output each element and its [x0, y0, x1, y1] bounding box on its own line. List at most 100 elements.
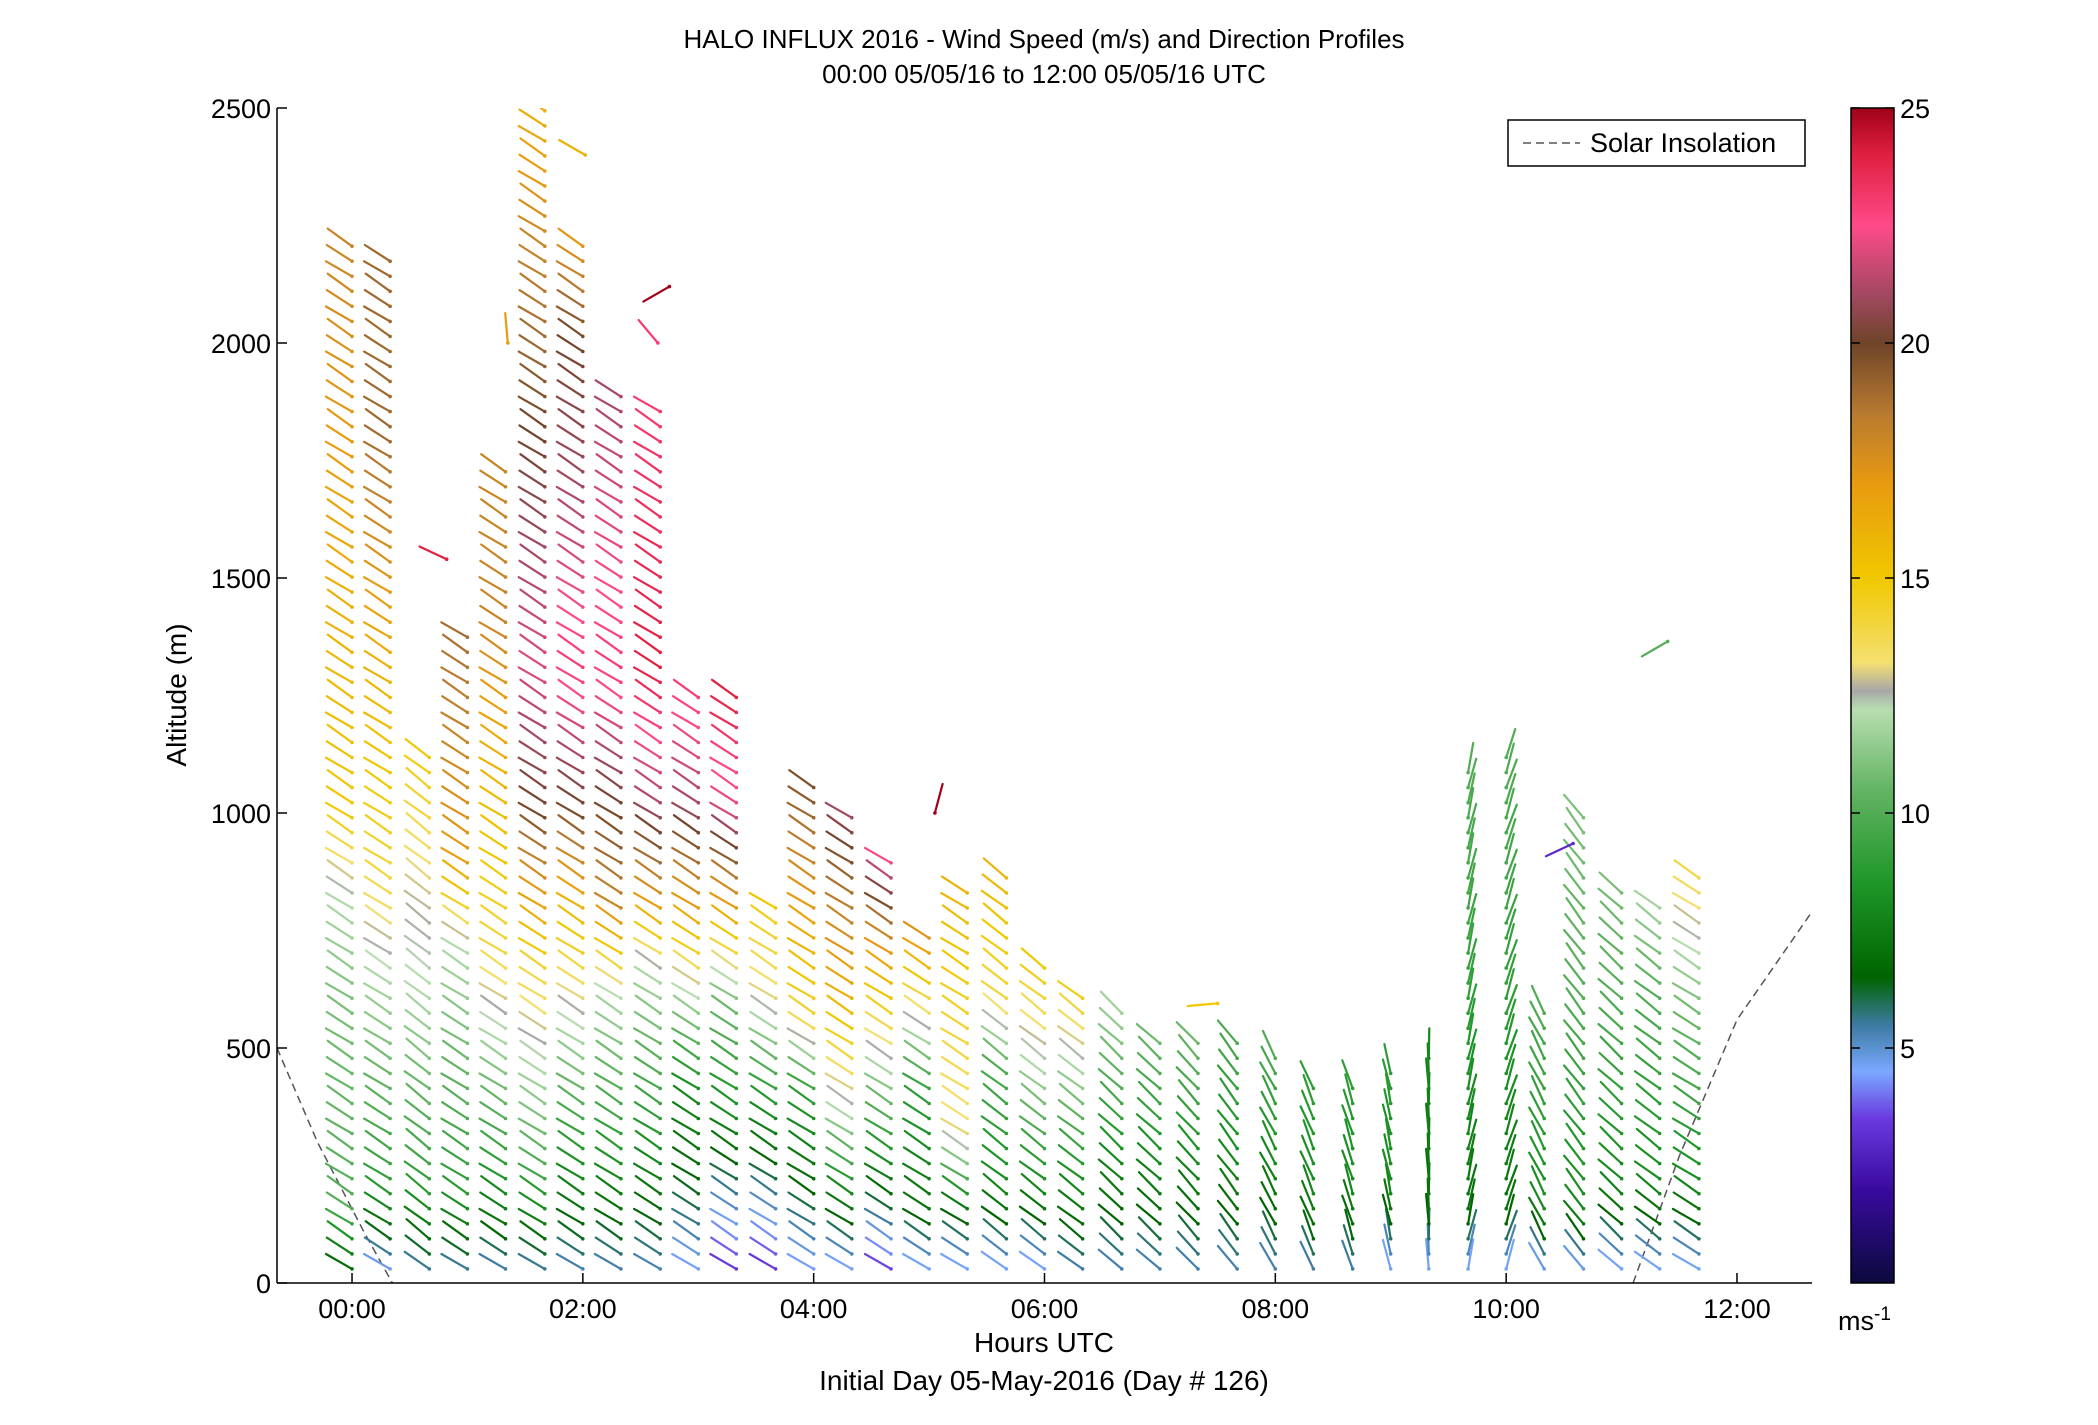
wind-barb	[556, 1010, 585, 1031]
wind-barb	[1562, 1019, 1586, 1046]
wind-barb	[1057, 1189, 1085, 1211]
wind-barb	[440, 621, 470, 639]
wind-barb	[1384, 1117, 1393, 1151]
wind-barb	[479, 875, 508, 895]
colorbar-tick-label: 10	[1900, 799, 1930, 829]
wind-barb	[632, 711, 662, 730]
wind-barb	[940, 1146, 969, 1166]
wind-barb	[557, 1129, 585, 1151]
wind-barb	[1466, 997, 1476, 1031]
wind-barb	[363, 379, 392, 399]
wind-barb	[1635, 1218, 1662, 1241]
wind-barb	[1175, 1111, 1200, 1136]
wind-barb	[1504, 832, 1515, 865]
wind-barb	[1671, 1252, 1701, 1271]
wind-barb	[1020, 1037, 1047, 1061]
wind-barb	[403, 1070, 432, 1091]
wind-barb	[633, 604, 662, 624]
colorbar-unit-base: ms	[1838, 1306, 1874, 1336]
wind-barb	[939, 891, 969, 910]
wind-barb	[1672, 1146, 1701, 1166]
wind-barb	[404, 1053, 432, 1076]
wind-barb	[557, 362, 585, 384]
x-tick-label: 08:00	[1242, 1294, 1310, 1324]
wind-barb	[1672, 875, 1701, 895]
wind-barb	[787, 1055, 816, 1076]
wind-barb	[671, 1072, 701, 1091]
wind-barb	[982, 1127, 1009, 1151]
wind-barb	[363, 514, 392, 534]
wind-barb	[1504, 1058, 1515, 1091]
wind-barb	[519, 768, 547, 790]
wind-barb	[672, 768, 701, 790]
wind-barb	[557, 543, 585, 564]
wind-barb	[826, 814, 854, 835]
wind-barb	[1018, 979, 1047, 1000]
wind-barb	[1562, 1244, 1586, 1271]
wind-barb	[441, 1236, 470, 1256]
wind-barb	[1098, 1232, 1124, 1256]
wind-barb	[364, 859, 392, 880]
wind-barb	[672, 723, 701, 745]
wind-barb	[824, 1117, 854, 1136]
wind-barb	[594, 559, 623, 579]
wind-barb	[671, 1117, 701, 1136]
wind-barb	[479, 514, 508, 534]
y-tick-label: 500	[226, 1034, 271, 1064]
wind-barb	[632, 1117, 662, 1136]
wind-barb	[980, 979, 1009, 1000]
wind-barb	[403, 934, 432, 955]
wind-barb	[1598, 916, 1624, 940]
wind-barb	[441, 785, 470, 805]
wind-barb	[671, 846, 701, 865]
wind-barb	[1058, 992, 1085, 1015]
wind-barb	[325, 785, 354, 805]
wind-barb	[709, 740, 739, 760]
wind-barb	[480, 723, 508, 745]
wind-barb	[518, 965, 547, 985]
wind-barb	[593, 1207, 623, 1226]
wind-barb	[748, 1252, 778, 1271]
wind-barb	[480, 678, 508, 700]
wind-barb	[710, 1174, 739, 1196]
wind-barb	[405, 1218, 432, 1241]
wind-barb	[1099, 1171, 1124, 1196]
wind-barb	[982, 1082, 1009, 1106]
wind-barb	[478, 576, 508, 594]
wind-barb	[1177, 1124, 1200, 1151]
wind-barb	[940, 1236, 969, 1256]
wind-barb	[1019, 963, 1047, 985]
wind-barb	[981, 1144, 1009, 1166]
wind-barb	[593, 666, 623, 685]
wind-barb	[709, 1101, 739, 1121]
wind-barb	[1504, 727, 1517, 760]
wind-barb	[404, 1234, 432, 1256]
wind-barb	[442, 1174, 470, 1196]
wind-barb	[556, 740, 585, 760]
wind-barb	[326, 498, 354, 519]
wind-barb	[405, 902, 432, 925]
wind-barb	[1098, 1187, 1124, 1211]
wind-barb	[1176, 1230, 1200, 1256]
wind-barb	[1137, 1035, 1162, 1061]
wind-barb	[556, 920, 585, 940]
wind-barb	[480, 814, 508, 835]
wind-barb	[865, 1174, 893, 1196]
wind-barb	[404, 873, 432, 895]
wind-barb	[1216, 1064, 1239, 1091]
wind-barb	[748, 1117, 778, 1136]
colorbar-tick-label: 25	[1900, 94, 1930, 124]
wind-barb	[634, 1039, 662, 1061]
wind-barb	[555, 756, 585, 775]
wind-barb	[825, 1146, 854, 1166]
wind-barb	[672, 1129, 701, 1151]
wind-barb	[1175, 1066, 1200, 1091]
wind-barb	[595, 859, 623, 880]
wind-barb	[1565, 1212, 1586, 1241]
wind-barb	[518, 785, 547, 805]
wind-barb	[593, 982, 623, 1000]
wind-barb	[634, 543, 662, 564]
wind-barb	[594, 649, 623, 670]
wind-barb	[478, 1162, 508, 1181]
wind-barb	[787, 1236, 816, 1256]
